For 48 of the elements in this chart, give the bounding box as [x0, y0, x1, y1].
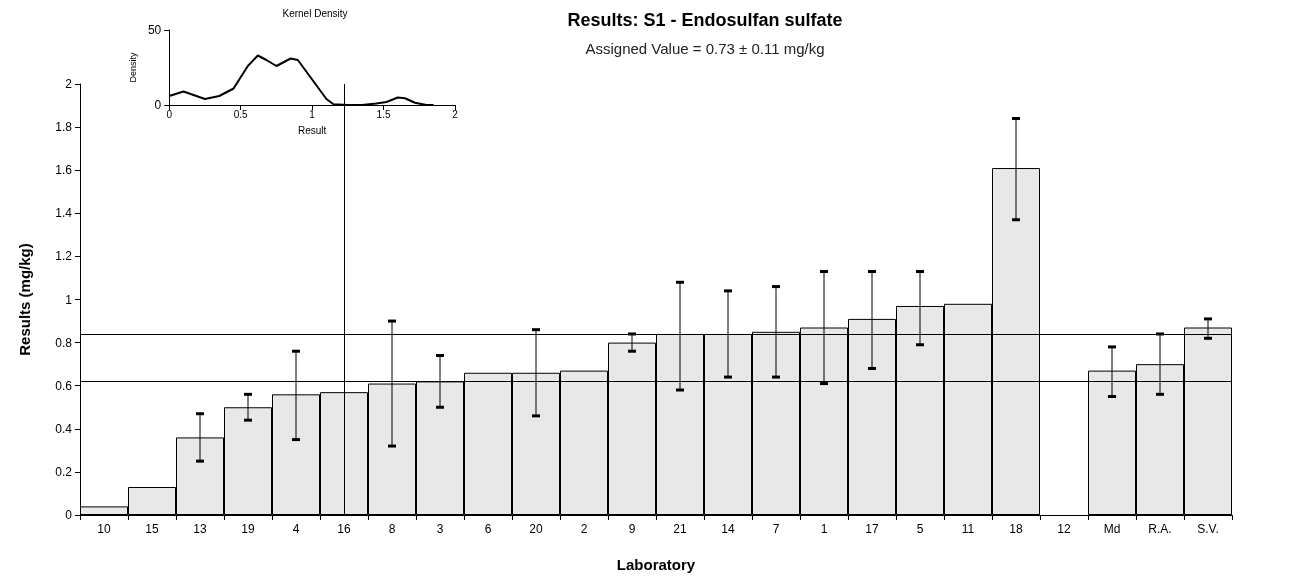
chart-subtitle: Assigned Value = 0.73 ± 0.11 mg/kg	[585, 40, 825, 57]
x-tick-label: 6	[484, 522, 492, 536]
x-tick-label: 2	[580, 522, 588, 536]
x-tick-label: Md	[1103, 522, 1121, 536]
x-tick-label: 12	[1057, 522, 1071, 536]
x-tick-label: 8	[388, 522, 396, 536]
y-tick-label: 2	[65, 77, 73, 91]
chart-title: Kernel Density	[282, 7, 348, 19]
x-tick-label: 9	[628, 522, 636, 536]
y-tick-label: 50	[147, 23, 162, 37]
x-tick-label: 11	[961, 522, 975, 536]
x-tick-label: 18	[1009, 522, 1023, 536]
x-tick-label: 5	[916, 522, 924, 536]
x-tick-label: S.V.	[1197, 522, 1219, 536]
y-axis-title: Results (mg/kg)	[16, 243, 33, 356]
x-tick-label: 1	[820, 522, 828, 536]
y-tick-label: 0.8	[55, 335, 73, 350]
x-tick-label: 3	[436, 522, 444, 536]
x-axis-title: Result	[297, 124, 327, 136]
y-tick-label: 1.8	[55, 120, 73, 135]
x-tick-label: 13	[193, 522, 207, 536]
y-tick-label: 1	[65, 292, 73, 307]
x-tick-label: 1	[309, 108, 316, 120]
x-axis-title: Laboratory	[616, 556, 696, 573]
x-tick-label: 15	[145, 522, 159, 536]
x-tick-label: 10	[97, 522, 111, 536]
y-tick-label: 0.4	[55, 421, 73, 436]
x-tick-label: 0.5	[233, 108, 249, 120]
chart-title: Results: S1 - Endosulfan sulfate	[567, 10, 843, 30]
x-tick-label: 2	[452, 108, 459, 120]
x-tick-label: 4	[292, 522, 300, 536]
x-tick-label: 17	[865, 522, 879, 536]
x-tick-label: 0	[166, 108, 173, 120]
y-tick-label: 1.6	[55, 163, 73, 178]
x-tick-label: 21	[673, 522, 687, 536]
y-tick-label: 0.2	[55, 464, 73, 479]
y-tick-label: 0	[65, 508, 73, 522]
x-tick-label: R.A.	[1148, 522, 1172, 536]
x-tick-label: 16	[337, 522, 351, 536]
x-tick-label: 14	[721, 522, 735, 536]
y-axis-title: Density	[127, 52, 138, 83]
y-tick-label: 0.6	[55, 378, 73, 393]
x-tick-label: 20	[529, 522, 543, 536]
x-tick-label: 1.5	[376, 108, 391, 120]
y-tick-label: 1.2	[55, 249, 73, 264]
x-tick-label: 19	[241, 522, 255, 536]
y-tick-label: 1.4	[55, 206, 73, 221]
x-tick-label: 7	[772, 522, 780, 536]
